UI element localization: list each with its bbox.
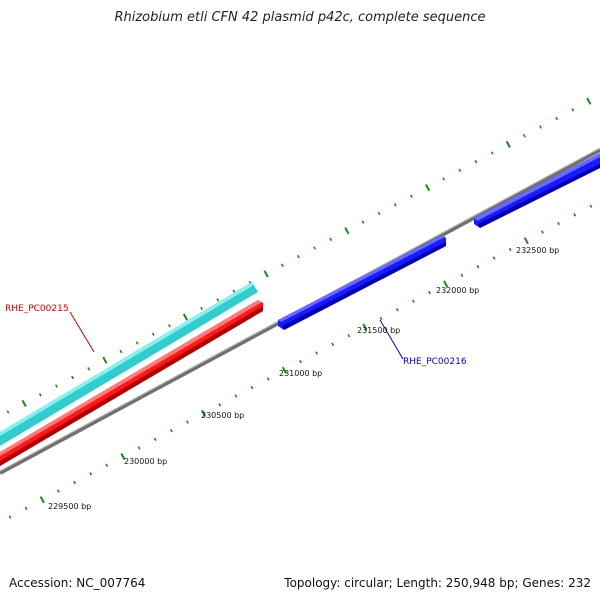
- minor-tick: [218, 403, 222, 407]
- minor-tick: [6, 410, 10, 414]
- minor-tick: [476, 264, 480, 269]
- tick-track-upper: [6, 97, 592, 414]
- map-title: Rhizobium etli CFN 42 plasmid p42c, comp…: [114, 10, 486, 25]
- minor-tick: [56, 489, 60, 493]
- minor-tick: [232, 289, 236, 293]
- major-tick: [263, 270, 269, 278]
- major-tick: [21, 399, 27, 407]
- minor-tick: [347, 334, 351, 338]
- gene-forward-cyan[interactable]: [0, 282, 258, 446]
- minor-tick: [589, 204, 593, 208]
- minor-tick: [87, 367, 91, 371]
- tick-label-232500: 232500 bp: [516, 246, 559, 255]
- minor-tick: [492, 256, 496, 260]
- minor-tick: [379, 316, 383, 321]
- tick-label-231500: 231500 bp: [357, 326, 400, 335]
- gene-label-leader-215: [69, 311, 95, 353]
- minor-tick: [361, 220, 365, 224]
- major-tick: [120, 453, 126, 461]
- minor-tick: [541, 230, 544, 234]
- tick-label-230500: 230500 bp: [201, 411, 244, 420]
- minor-tick: [395, 308, 399, 312]
- minor-tick: [460, 273, 464, 277]
- minor-tick: [280, 263, 284, 267]
- major-tick: [201, 409, 207, 417]
- minor-tick: [105, 463, 109, 467]
- minor-tick: [119, 349, 123, 354]
- major-tick: [586, 97, 592, 105]
- gene-label-rhe-pc00216[interactable]: RHE_PC00216: [403, 357, 467, 367]
- minor-tick: [299, 359, 302, 364]
- minor-tick: [474, 159, 478, 164]
- minor-tick: [522, 134, 526, 138]
- major-tick: [102, 356, 108, 364]
- major-tick: [344, 227, 350, 235]
- minor-tick: [428, 290, 431, 295]
- tick-label-232000: 232000 bp: [436, 286, 479, 295]
- minor-tick: [490, 151, 494, 155]
- gene-label-rhe-pc00215[interactable]: RHE_PC00215: [5, 304, 69, 314]
- gene-reverse-red[interactable]: [0, 300, 263, 466]
- minor-tick: [24, 506, 28, 511]
- tick-label-231000: 231000 bp: [279, 369, 322, 378]
- minor-tick: [571, 108, 575, 112]
- accession-text: Accession: NC_007764: [9, 576, 146, 590]
- minor-tick: [393, 203, 397, 207]
- tick-label-229500: 229500 bp: [48, 502, 91, 511]
- minor-tick: [169, 429, 173, 433]
- minor-tick: [411, 299, 415, 303]
- minor-tick: [409, 194, 413, 198]
- minor-tick: [458, 168, 462, 172]
- minor-tick: [73, 480, 76, 485]
- minor-tick: [557, 221, 561, 226]
- minor-tick: [8, 515, 12, 519]
- minor-tick: [331, 342, 335, 347]
- minor-tick: [377, 211, 381, 216]
- gene-reverse-blue-1[interactable]: [278, 235, 446, 330]
- gene-reverse-blue-2[interactable]: [474, 153, 600, 228]
- minor-tick: [508, 247, 512, 252]
- minor-tick: [315, 351, 319, 355]
- tick-track-lower: [8, 204, 593, 519]
- minor-tick: [38, 393, 42, 397]
- gene-label-leader-216: [379, 319, 404, 360]
- major-tick: [443, 280, 449, 288]
- minor-tick: [266, 377, 270, 381]
- major-tick: [182, 313, 188, 321]
- minor-tick: [329, 237, 333, 242]
- minor-tick: [539, 125, 542, 129]
- minor-tick: [216, 298, 220, 302]
- minor-tick: [313, 246, 317, 250]
- minor-tick: [89, 472, 93, 476]
- major-tick: [281, 366, 287, 374]
- tick-label-230000: 230000 bp: [124, 457, 167, 466]
- minor-tick: [555, 116, 559, 121]
- minor-tick: [153, 437, 157, 441]
- minor-tick: [573, 213, 577, 217]
- minor-tick: [135, 341, 139, 345]
- minor-tick: [234, 394, 238, 398]
- summary-text: Topology: circular; Length: 250,948 bp; …: [284, 576, 591, 590]
- minor-tick: [167, 324, 171, 328]
- minor-tick: [200, 306, 204, 311]
- major-tick: [425, 184, 431, 192]
- major-tick: [362, 323, 368, 331]
- minor-tick: [151, 332, 155, 336]
- minor-tick: [71, 375, 74, 380]
- minor-tick: [186, 420, 189, 424]
- major-tick: [39, 496, 45, 504]
- major-tick: [523, 237, 529, 245]
- minor-tick: [442, 177, 446, 181]
- major-tick: [505, 140, 511, 148]
- minor-tick: [250, 385, 254, 390]
- minor-tick: [54, 384, 58, 388]
- minor-tick: [137, 446, 141, 450]
- minor-tick: [297, 254, 300, 259]
